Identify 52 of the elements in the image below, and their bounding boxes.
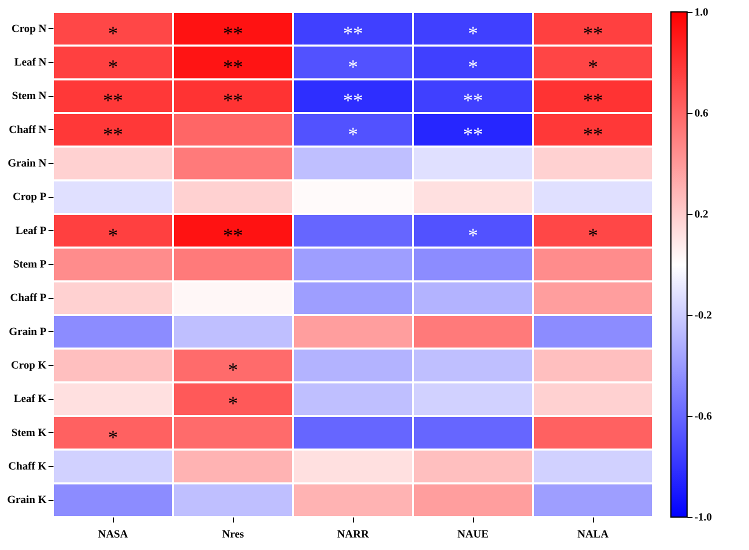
- data-label: *: [108, 224, 118, 247]
- data-label: *: [108, 56, 118, 78]
- data-label: **: [103, 124, 123, 146]
- y-tick-label: Grain K: [7, 494, 47, 506]
- y-tick-label: Chaff K: [8, 460, 47, 472]
- y-tick-label: Leaf P: [16, 224, 47, 237]
- data-label: **: [583, 90, 603, 112]
- y-tick-label: Stem P: [13, 258, 47, 270]
- data-label: **: [103, 90, 123, 112]
- y-tick-label: Crop K: [10, 360, 47, 372]
- data-label: **: [343, 22, 363, 45]
- data-label: *: [108, 426, 118, 449]
- y-tick-label: Stem K: [11, 426, 47, 439]
- x-tick-label: NARR: [337, 528, 370, 540]
- color-bar-label: -0.6: [694, 410, 712, 422]
- data-label: *: [588, 56, 598, 78]
- color-bar-label: 0.6: [694, 108, 709, 120]
- data-label: *: [588, 224, 598, 247]
- x-tick-label: Nres: [222, 528, 245, 540]
- y-tick-label: Stem N: [12, 90, 47, 102]
- color-bar-label: 0.2: [694, 208, 709, 220]
- data-label: **: [223, 90, 243, 112]
- y-tick-label: Crop N: [12, 22, 47, 35]
- x-tick-label: NALA: [577, 528, 609, 540]
- color-bar-label: -1.0: [694, 512, 712, 524]
- data-label: **: [343, 90, 363, 112]
- data-label: **: [223, 224, 243, 247]
- y-tick-label: Leaf N: [14, 56, 47, 68]
- y-tick-label: Grain N: [8, 158, 47, 170]
- data-label: **: [583, 22, 603, 45]
- y-tick-label: Leaf K: [14, 393, 47, 406]
- data-label: *: [468, 56, 478, 78]
- data-label: *: [228, 393, 238, 416]
- data-label: *: [108, 22, 118, 45]
- data-label: **: [223, 22, 243, 45]
- data-label: **: [223, 56, 243, 78]
- data-label: **: [463, 124, 483, 146]
- data-label: **: [463, 90, 483, 112]
- data-label: *: [228, 360, 238, 382]
- data-label: *: [348, 56, 358, 78]
- color-bar-label: 1.0: [694, 6, 709, 18]
- x-tick-label: NAUE: [457, 528, 489, 540]
- data-label: *: [468, 22, 478, 45]
- y-tick-label: Chaff N: [8, 124, 47, 136]
- y-tick-label: Crop P: [12, 191, 47, 204]
- x-tick-label: NASA: [98, 528, 128, 540]
- y-tick-label: Grain P: [8, 326, 47, 338]
- y-tick-label: Chaff P: [10, 292, 47, 304]
- color-bar-label: -0.2: [694, 310, 712, 322]
- data-label: *: [348, 124, 358, 146]
- data-label: **: [583, 124, 603, 146]
- data-label: *: [468, 224, 478, 247]
